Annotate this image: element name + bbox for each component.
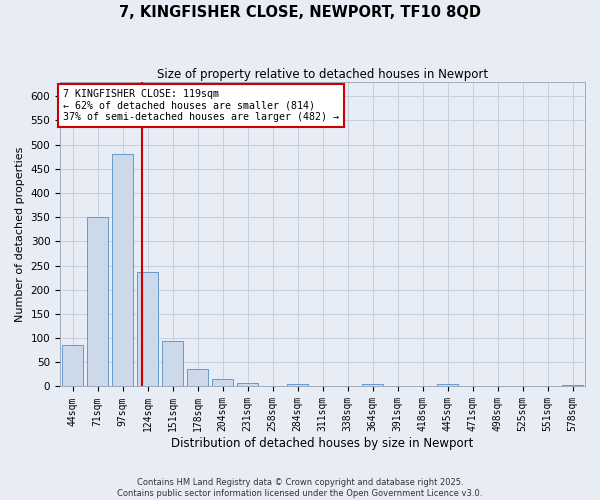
Bar	[212, 379, 233, 386]
Bar	[187, 368, 208, 386]
Bar	[362, 384, 383, 386]
Title: Size of property relative to detached houses in Newport: Size of property relative to detached ho…	[157, 68, 488, 80]
Y-axis label: Number of detached properties: Number of detached properties	[15, 146, 25, 322]
Bar	[437, 384, 458, 386]
Bar	[162, 340, 183, 386]
Bar	[237, 383, 258, 386]
Bar	[137, 272, 158, 386]
Bar	[112, 154, 133, 386]
Bar	[62, 346, 83, 387]
Bar	[562, 384, 583, 386]
X-axis label: Distribution of detached houses by size in Newport: Distribution of detached houses by size …	[172, 437, 474, 450]
Bar	[287, 384, 308, 386]
Text: 7, KINGFISHER CLOSE, NEWPORT, TF10 8QD: 7, KINGFISHER CLOSE, NEWPORT, TF10 8QD	[119, 5, 481, 20]
Text: Contains HM Land Registry data © Crown copyright and database right 2025.
Contai: Contains HM Land Registry data © Crown c…	[118, 478, 482, 498]
Bar	[87, 217, 108, 386]
Text: 7 KINGFISHER CLOSE: 119sqm
← 62% of detached houses are smaller (814)
37% of sem: 7 KINGFISHER CLOSE: 119sqm ← 62% of deta…	[62, 90, 338, 122]
